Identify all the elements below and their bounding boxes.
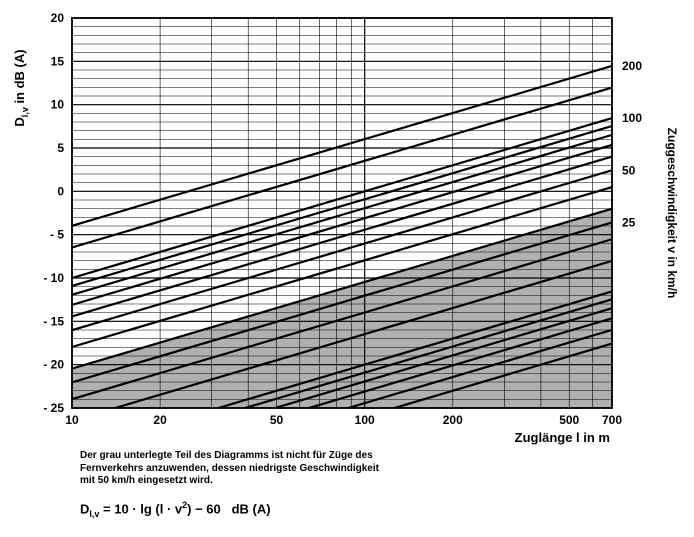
svg-text:700: 700 [602,413,622,427]
svg-text:100: 100 [622,111,642,125]
svg-text:200: 200 [443,413,463,427]
svg-text:0: 0 [57,184,64,198]
caption-line2: Fernverkehrs anzuwenden, dessen niedrigs… [80,463,379,474]
svg-text:10: 10 [65,413,79,427]
svg-text:- 25: - 25 [43,401,64,415]
svg-text:Dl,v in dB (A): Dl,v in dB (A) [12,49,30,126]
svg-text:20: 20 [153,413,167,427]
svg-text:Zuglänge l in m: Zuglänge l in m [515,430,610,445]
svg-text:- 20: - 20 [43,358,64,372]
svg-text:15: 15 [51,54,65,68]
svg-text:5: 5 [57,141,64,155]
svg-text:Zuggeschwindigkeit v in km/h: Zuggeschwindigkeit v in km/h [665,128,679,299]
svg-text:20: 20 [51,11,65,25]
formula: Dl,v = 10 · lg (l · v2) − 60 dB (A) [80,500,271,519]
svg-text:100: 100 [355,413,375,427]
svg-text:10: 10 [51,98,65,112]
svg-text:25: 25 [622,215,636,229]
chart-caption: Der grau unterlegte Teil des Diagramms i… [80,450,379,488]
caption-line1: Der grau unterlegte Teil des Diagramms i… [80,450,373,461]
svg-text:- 15: - 15 [43,314,64,328]
caption-line3: mit 50 km/h eingesetzt wird. [80,475,213,486]
svg-text:200: 200 [622,59,642,73]
noise-nomogram-chart: - 25 - 20 - 15 - 10 - 5 0 5 10 15 20 10 20 50 100 200 5… [0,0,694,448]
svg-text:50: 50 [622,163,636,177]
svg-text:50: 50 [270,413,284,427]
svg-text:- 10: - 10 [43,271,64,285]
svg-text:- 5: - 5 [50,228,64,242]
svg-text:500: 500 [559,413,579,427]
